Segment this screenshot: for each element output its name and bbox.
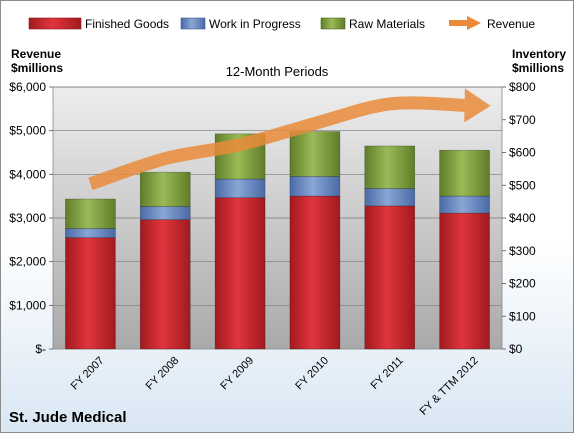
x-tick-label: FY 2010: [293, 355, 331, 393]
legend-label-finished-goods: Finished Goods: [85, 17, 169, 31]
x-tick-label: FY 2008: [144, 355, 182, 393]
right-tick-label: $500: [509, 178, 536, 192]
legend-label-raw-materials: Raw Materials: [349, 17, 425, 31]
company-name: St. Jude Medical: [9, 409, 127, 426]
legend-swatch-finished-goods: [28, 17, 82, 30]
left-tick-label: $5,000: [9, 124, 46, 138]
revenue-line: [88, 96, 465, 191]
revenue-arrowhead: [464, 88, 491, 123]
x-tick-label: FY & TTM 2012: [418, 355, 481, 418]
right-tick-label: $400: [509, 211, 536, 225]
x-tick-label: FY 2007: [69, 355, 107, 393]
legend: Finished Goods Work in Progress Raw Mate…: [28, 16, 535, 31]
bar-raw-materials-fy-2007: [65, 198, 116, 229]
legend-swatch-raw-materials: [320, 17, 346, 30]
bar-work-in-progress-fy-2008: [139, 206, 191, 220]
x-tick-label: FY 2011: [369, 355, 406, 392]
bar-finished-goods-fy-2011: [364, 205, 416, 350]
bar-finished-goods-fy-2010: [289, 195, 341, 350]
bar-finished-goods-fy-2007: [65, 237, 116, 350]
legend-swatch-work-in-progress: [180, 17, 206, 30]
right-tick-label: $100: [509, 309, 536, 323]
bar-work-in-progress-fy-2011: [364, 188, 416, 207]
right-tick-label: $800: [509, 80, 536, 94]
bar-finished-goods-fy-2009: [214, 197, 266, 350]
bar-work-in-progress-fy-2009: [214, 178, 266, 198]
bar-raw-materials-fy-2008: [139, 171, 191, 207]
right-tick-label: $300: [509, 244, 536, 258]
right-axis-ticks: $0 $100 $200 $300 $400 $500 $600 $700 $800: [502, 80, 536, 356]
right-axis-title-line2: $millions: [512, 61, 564, 75]
left-tick-label: $4,000: [9, 167, 46, 181]
bar-work-in-progress-fy-2010: [289, 176, 341, 197]
bar-series: [65, 131, 490, 350]
legend-label-revenue: Revenue: [487, 17, 535, 31]
x-axis-labels: FY 2007 FY 2008 FY 2009 FY 2010 FY 2011 FY & …: [69, 355, 481, 418]
legend-label-work-in-progress: Work in Progress: [209, 17, 301, 31]
right-tick-label: $0: [509, 342, 523, 356]
right-axis-title-line1: Inventory: [512, 47, 566, 61]
left-axis-title-line1: Revenue: [11, 47, 61, 61]
left-tick-label: $1,000: [9, 298, 46, 312]
left-tick-label: $6,000: [9, 80, 46, 94]
left-axis-title-line2: $millions: [11, 61, 63, 75]
legend-arrowhead-revenue: [467, 16, 481, 30]
left-axis-ticks: $- $1,000 $2,000 $3,000 $4,000 $5,000 $6,000: [9, 80, 53, 356]
bar-finished-goods-fy-ttm-2012: [439, 212, 490, 350]
bar-work-in-progress-fy-2007: [65, 228, 116, 238]
bar-raw-materials-fy-2011: [364, 145, 416, 189]
chart-subtitle: 12-Month Periods: [226, 64, 329, 79]
right-tick-label: $200: [509, 277, 536, 291]
right-tick-label: $600: [509, 146, 536, 160]
bar-work-in-progress-fy-ttm-2012: [439, 195, 490, 214]
bar-finished-goods-fy-2008: [139, 219, 191, 350]
bar-raw-materials-fy-ttm-2012: [439, 149, 490, 197]
left-tick-label: $2,000: [9, 255, 46, 269]
left-tick-label: $3,000: [9, 211, 46, 225]
revenue-series: [88, 88, 491, 191]
x-tick-label: FY 2009: [218, 355, 256, 393]
bar-raw-materials-fy-2010: [289, 131, 341, 177]
left-tick-label: $-: [35, 342, 46, 356]
right-tick-label: $700: [509, 113, 536, 127]
